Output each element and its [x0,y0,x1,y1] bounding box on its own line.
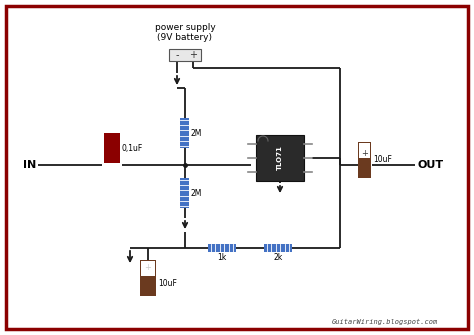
Text: 10uF: 10uF [158,278,177,287]
Text: (9V battery): (9V battery) [157,34,212,43]
Text: IN: IN [23,160,36,170]
Text: +: + [189,50,197,60]
Bar [181,178,190,208]
Text: power supply: power supply [155,23,215,32]
Text: TLO71: TLO71 [277,146,283,171]
Bar [358,142,372,178]
Bar [140,260,156,296]
Text: 0,1uF: 0,1uF [122,143,143,152]
Text: 2k: 2k [273,254,283,263]
Bar [169,49,201,61]
Bar [256,135,304,181]
Bar [359,143,371,158]
Text: 1k: 1k [218,254,227,263]
Bar [181,118,190,148]
Bar [208,244,236,252]
Text: -: - [175,50,179,60]
Bar [264,244,292,252]
Text: GuitarWiring.blogspot.com: GuitarWiring.blogspot.com [332,319,438,325]
Text: +: + [362,148,368,157]
Text: 2M: 2M [191,129,202,137]
Text: 10uF: 10uF [373,155,392,164]
Text: OUT: OUT [418,160,444,170]
Bar [141,261,155,276]
Bar [104,133,120,163]
Text: 2M: 2M [191,189,202,198]
Text: +: + [145,264,151,272]
